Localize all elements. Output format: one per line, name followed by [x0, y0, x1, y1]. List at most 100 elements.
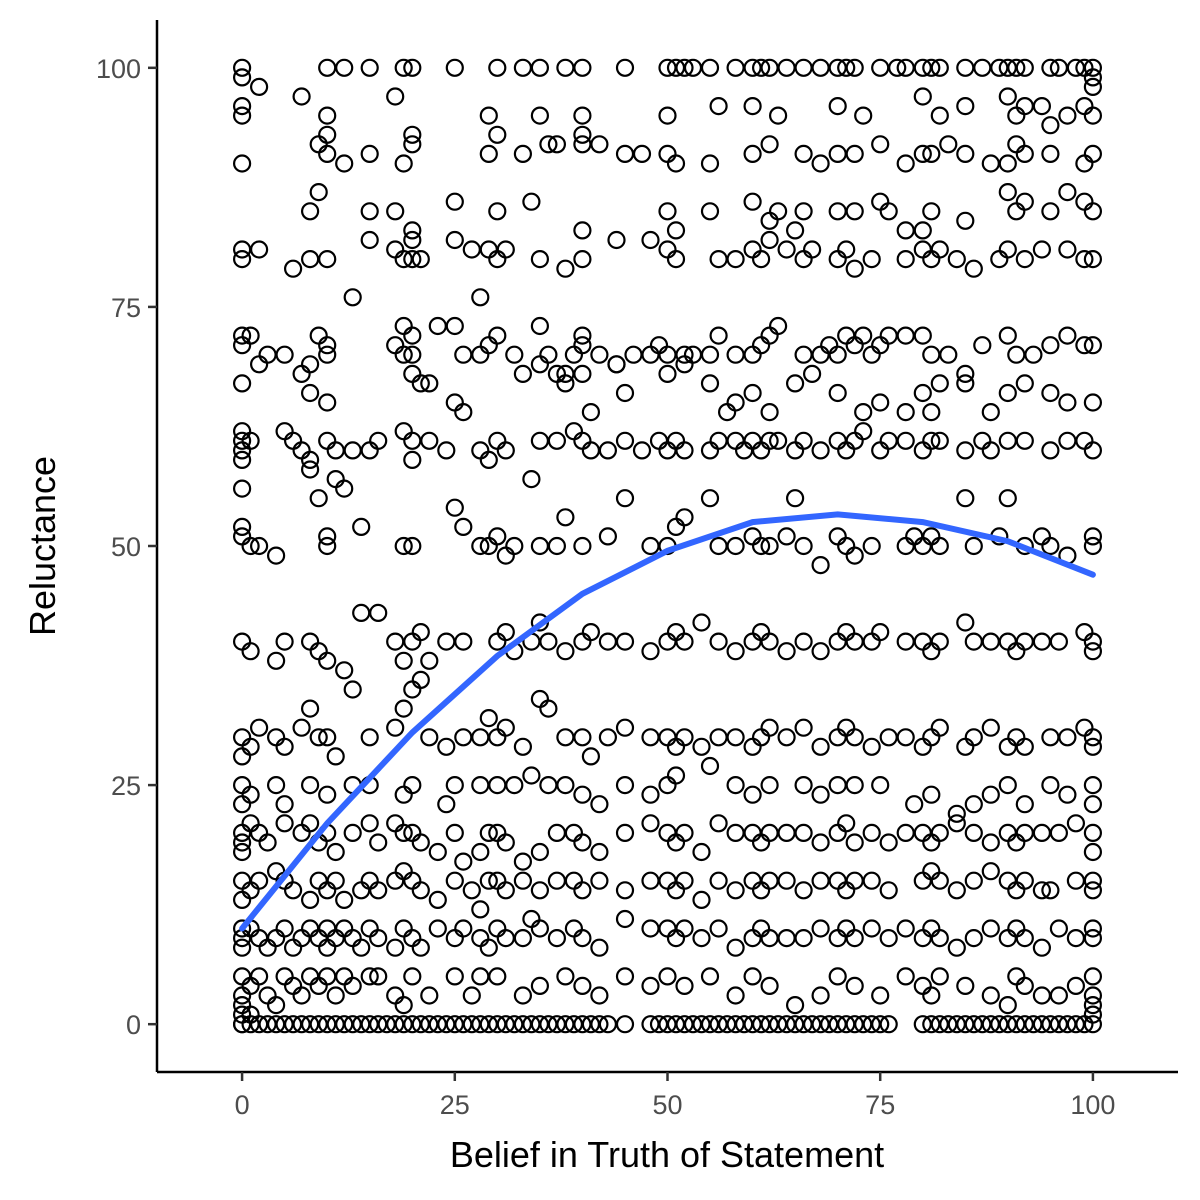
data-point [658, 823, 677, 843]
data-point [666, 250, 686, 269]
data-point [845, 431, 864, 450]
y-axis-title: Reluctance [22, 456, 63, 636]
data-point [581, 622, 601, 642]
data-point [964, 632, 983, 651]
data-point [403, 775, 422, 795]
data-point [309, 135, 328, 154]
data-point [726, 642, 745, 661]
data-point [309, 871, 328, 890]
data-point [505, 1015, 524, 1034]
data-point [998, 871, 1017, 890]
data-point [939, 135, 958, 154]
data-point [292, 364, 311, 383]
data-point [292, 1015, 311, 1034]
data-point [751, 833, 771, 852]
data-point [233, 890, 252, 910]
data-point [1083, 58, 1103, 77]
data-point [318, 250, 337, 269]
data-point [811, 986, 830, 1005]
data-point [454, 517, 473, 537]
data-point [930, 106, 949, 125]
data-point [837, 441, 856, 460]
data-point [1083, 202, 1103, 221]
data-point [590, 842, 609, 862]
data-point [1041, 881, 1060, 900]
data-point [505, 775, 524, 795]
data-point [675, 355, 694, 374]
data-point [309, 183, 328, 202]
data-point [641, 642, 660, 661]
data-point [760, 976, 779, 996]
data-point [284, 431, 303, 450]
data-point [879, 1015, 898, 1034]
data-point [233, 479, 252, 498]
data-point [964, 795, 983, 814]
data-point [998, 431, 1017, 450]
data-point [879, 881, 898, 900]
data-point [939, 345, 958, 364]
data-point [709, 536, 728, 556]
data-point [326, 441, 345, 460]
data-point [700, 154, 720, 173]
data-point [658, 345, 677, 364]
data-point [777, 871, 796, 890]
data-point [922, 403, 941, 422]
data-point [700, 441, 720, 460]
data-point [1083, 642, 1103, 661]
data-point [675, 58, 694, 77]
data-point [547, 536, 567, 556]
data-point [590, 938, 609, 957]
data-point [318, 431, 337, 450]
y-tick-label: 75 [111, 293, 141, 323]
data-point [726, 58, 745, 77]
data-point [666, 881, 686, 900]
data-point [998, 928, 1017, 948]
data-point [471, 288, 490, 307]
data-point [318, 785, 337, 804]
data-point [462, 986, 481, 1005]
data-point [420, 431, 439, 450]
data-point [913, 87, 932, 106]
data-point [913, 632, 932, 651]
data-point [828, 96, 847, 116]
data-point [420, 986, 439, 1005]
data-point [743, 383, 762, 403]
data-point [896, 728, 915, 747]
data-point [437, 441, 456, 460]
data-point [658, 967, 677, 986]
data-point [973, 431, 992, 450]
data-point [871, 986, 890, 1005]
data-point [675, 823, 694, 843]
data-point [828, 431, 847, 450]
data-point [428, 890, 447, 910]
data-point [437, 795, 456, 814]
data-point [369, 603, 388, 623]
data-point [488, 919, 507, 938]
data-point [233, 106, 252, 125]
data-point [1083, 986, 1103, 1005]
data-point [632, 441, 652, 460]
data-point [1083, 77, 1103, 97]
data-point [488, 775, 507, 795]
data-point [862, 871, 881, 890]
data-point [1083, 336, 1103, 355]
data-point [394, 154, 413, 173]
data-point [811, 785, 830, 804]
data-point [811, 345, 830, 364]
data-point [794, 632, 813, 651]
data-point [981, 632, 1000, 651]
data-point [913, 240, 932, 259]
data-point [573, 536, 592, 556]
data-point [301, 250, 320, 269]
data-point [871, 393, 890, 412]
data-point [573, 58, 592, 77]
data-point [709, 728, 728, 747]
data-point [641, 230, 660, 250]
data-point [258, 986, 277, 1005]
data-point [845, 833, 864, 852]
data-point [1041, 336, 1060, 355]
data-point [922, 728, 941, 747]
data-point [828, 928, 847, 948]
data-point [318, 881, 337, 900]
